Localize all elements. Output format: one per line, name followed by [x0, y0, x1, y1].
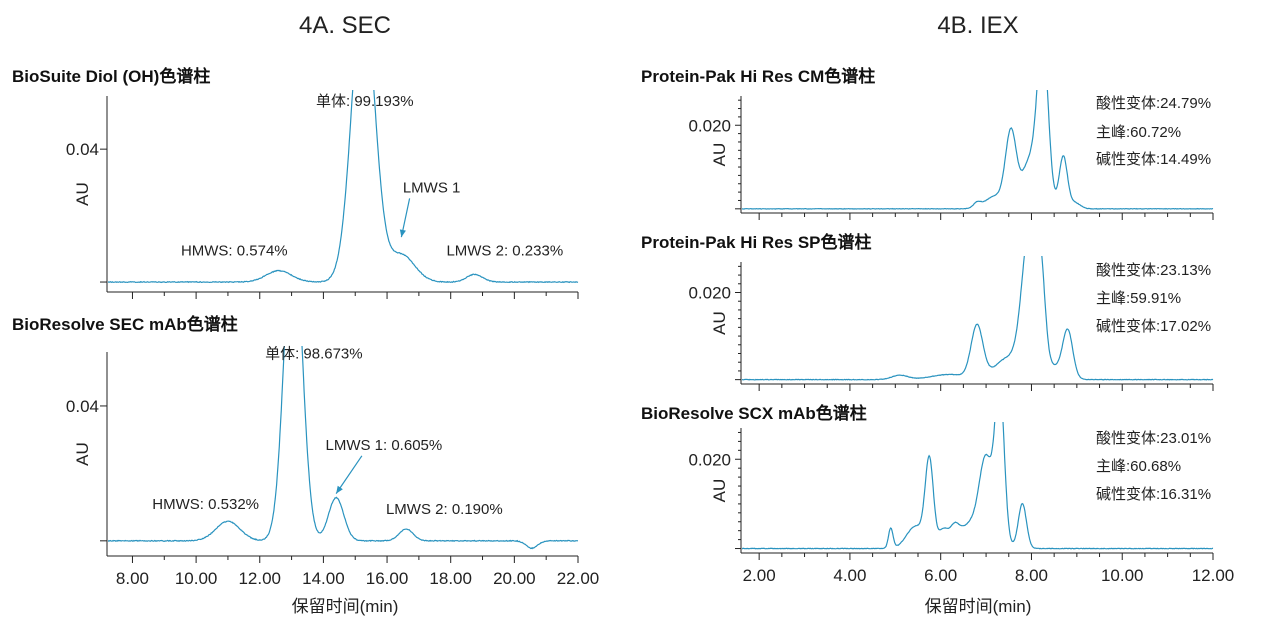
y-axis-label: AU	[710, 143, 729, 167]
x-tick-label: 18.00	[429, 569, 472, 588]
x-tick-label: 10.00	[175, 569, 218, 588]
peak-annotation: 单体: 98.673%	[265, 346, 363, 363]
x-tick-label: 16.00	[366, 569, 409, 588]
right-section-title: 4B. IEX	[937, 12, 1018, 39]
variant-legend-line: 主峰:60.72%	[1096, 124, 1181, 141]
variant-legend-line: 碱性变体:14.49%	[1096, 151, 1211, 168]
y-axis-label: AU	[710, 479, 729, 503]
x-tick-label: 8.00	[116, 569, 149, 588]
left-section-title: 4A. SEC	[299, 12, 391, 39]
x-tick-label: 8.00	[1015, 566, 1048, 585]
right-x-axis-label: 保留时间(min)	[925, 597, 1032, 616]
variant-legend-line: 碱性变体:17.02%	[1096, 318, 1211, 335]
x-tick-label: 20.00	[493, 569, 536, 588]
x-tick-label: 6.00	[924, 566, 957, 585]
peak-annotation: HMWS: 0.574%	[181, 242, 288, 259]
annotation-arrow-head	[336, 485, 343, 494]
peak-annotation: LMWS 2: 0.190%	[386, 501, 503, 518]
chromatogram-trace	[108, 346, 579, 550]
panel-title: BioSuite Diol (OH)色谱柱	[12, 66, 210, 86]
variant-legend-line: 酸性变体:23.13%	[1096, 262, 1211, 279]
y-tick-label: 0.04	[66, 397, 99, 416]
panel-title: Protein-Pak Hi Res CM色谱柱	[641, 66, 875, 86]
x-tick-label: 12.00	[238, 569, 281, 588]
left-x-axis-label: 保留时间(min)	[292, 597, 399, 616]
annotation-arrow-head	[399, 229, 406, 238]
y-axis-label: AU	[710, 311, 729, 335]
panel-iex-scx: BioResolve SCX mAb色谱柱 AU 0.020 2.00 4.00 6.00…	[641, 403, 1235, 585]
y-tick-label: 0.04	[66, 140, 99, 159]
x-tick-label: 10.00	[1101, 566, 1144, 585]
variant-legend-line: 主峰:60.68%	[1096, 458, 1181, 475]
chromatogram-trace	[108, 90, 579, 284]
panel-sec-biosuite: BioSuite Diol (OH)色谱柱 AU 0.04 单体: 99.193% LM…	[12, 66, 579, 299]
peak-annotation: HMWS: 0.532%	[152, 496, 259, 513]
peak-annotation: 单体: 99.193%	[316, 93, 414, 110]
variant-legend-line: 主峰:59.91%	[1096, 290, 1181, 307]
variant-legend-line: 碱性变体:16.31%	[1096, 486, 1211, 503]
peak-annotation: LMWS 1	[403, 179, 461, 196]
panel-title: Protein-Pak Hi Res SP色谱柱	[641, 232, 872, 252]
variant-legend-line: 酸性变体:23.01%	[1096, 430, 1211, 447]
x-tick-label: 14.00	[302, 569, 345, 588]
panel-title: BioResolve SCX mAb色谱柱	[641, 403, 867, 423]
x-tick-label: 4.00	[833, 566, 866, 585]
peak-annotation: LMWS 2: 0.233%	[446, 242, 563, 259]
chromatogram-trace	[742, 90, 1214, 210]
peak-annotation: LMWS 1: 0.605%	[326, 437, 443, 454]
y-tick-label: 0.020	[688, 284, 731, 303]
y-axis-label: AU	[73, 442, 92, 466]
x-tick-label: 2.00	[743, 566, 776, 585]
y-tick-label: 0.020	[688, 450, 731, 469]
chromatogram-trace	[742, 256, 1214, 381]
y-axis-label: AU	[73, 182, 92, 206]
panel-iex-cm: Protein-Pak Hi Res CM色谱柱 AU 0.020 酸性变体:24.7…	[641, 66, 1214, 220]
variant-legend-line: 酸性变体:24.79%	[1096, 95, 1211, 112]
x-tick-label: 22.00	[557, 569, 600, 588]
chromatogram-trace	[742, 422, 1214, 550]
x-tick-label: 12.00	[1192, 566, 1235, 585]
panel-sec-bioresolve: BioResolve SEC mAb色谱柱 AU 0.04 8.00 10.00 12.0…	[12, 314, 600, 588]
y-tick-label: 0.020	[688, 116, 731, 135]
panel-iex-sp: Protein-Pak Hi Res SP色谱柱 AU 0.020 酸性变体:23.1…	[641, 232, 1214, 391]
annotation-arrow-line	[335, 455, 363, 494]
panel-title: BioResolve SEC mAb色谱柱	[12, 314, 238, 334]
